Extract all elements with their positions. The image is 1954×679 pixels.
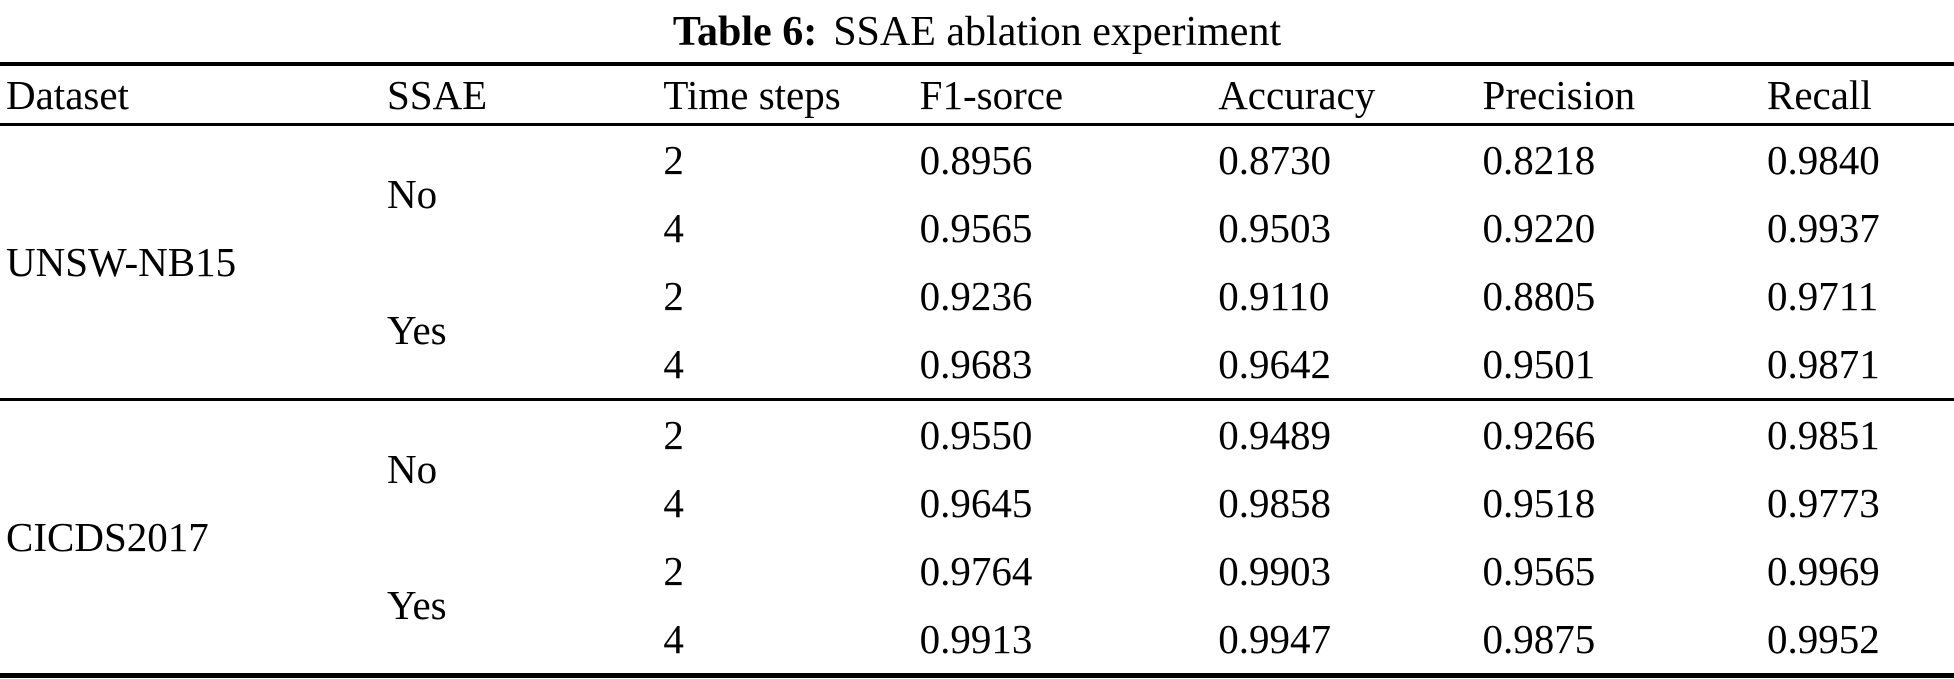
cell-time-steps: 2 <box>663 412 684 458</box>
table-row: UNSW-NB15 No 2 0.8956 0.8730 0.8218 0.98… <box>0 125 1954 285</box>
table-row: CICDS2017 No 2 0.9550 0.9489 0.9266 0.98… <box>0 400 1954 560</box>
cell-recall: 0.9937 <box>1766 205 1880 251</box>
ssae-label: Yes <box>386 582 447 628</box>
cell-f1: 0.9913 <box>919 616 1033 662</box>
cell-recall: 0.9952 <box>1766 616 1880 662</box>
cell-time-steps: 2 <box>663 548 684 594</box>
cell-time-steps: 2 <box>663 137 684 183</box>
cell-precision: 0.9565 <box>1482 548 1596 594</box>
col-header-time-steps: Time steps <box>663 71 841 118</box>
table-row: 4 0.9565 0.9503 0.9220 0.9937 <box>0 194 1954 262</box>
cell-precision: 0.8218 <box>1482 137 1596 183</box>
cell-time-steps: 4 <box>663 205 684 251</box>
cell-recall: 0.9969 <box>1766 548 1880 594</box>
col-header-precision: Precision <box>1482 71 1636 118</box>
cell-precision: 0.8805 <box>1482 273 1596 319</box>
cell-recall: 0.9871 <box>1766 341 1880 387</box>
cell-accuracy: 0.9642 <box>1218 341 1331 387</box>
table-row: Yes 2 0.9236 0.9110 0.8805 0.9711 <box>0 262 1954 353</box>
table-caption: Table 6: SSAE ablation experiment <box>0 0 1954 62</box>
table-caption-text: SSAE ablation experiment <box>833 9 1282 55</box>
ssae-ablation-table: Dataset SSAE Time steps F1-sorce Accurac… <box>0 62 1954 678</box>
cell-accuracy: 0.9947 <box>1218 616 1331 662</box>
col-header-dataset: Dataset <box>6 71 129 118</box>
cell-recall: 0.9773 <box>1766 480 1880 526</box>
cell-precision: 0.9266 <box>1482 412 1596 458</box>
group-cicds2017: CICDS2017 No 2 0.9550 0.9489 0.9266 0.98… <box>0 400 1954 676</box>
cell-f1: 0.8956 <box>919 137 1033 183</box>
table-header: Dataset SSAE Time steps F1-sorce Accurac… <box>0 64 1954 125</box>
cell-precision: 0.9220 <box>1482 205 1596 251</box>
ssae-label: Yes <box>386 307 447 353</box>
cell-precision: 0.9501 <box>1482 341 1596 387</box>
cell-accuracy: 0.9503 <box>1218 205 1331 251</box>
cell-f1: 0.9550 <box>919 412 1033 458</box>
cell-accuracy: 0.9110 <box>1218 273 1330 319</box>
dataset-label: UNSW-NB15 <box>6 239 237 285</box>
cell-recall: 0.9851 <box>1766 412 1880 458</box>
table-row: 4 0.9913 0.9947 0.9875 0.9952 <box>0 605 1954 676</box>
col-header-recall: Recall <box>1766 71 1872 118</box>
cell-accuracy: 0.9489 <box>1218 412 1331 458</box>
cell-precision: 0.9875 <box>1482 616 1596 662</box>
table-row: 4 0.9645 0.9858 0.9518 0.9773 <box>0 469 1954 537</box>
cell-time-steps: 2 <box>663 273 684 319</box>
cell-f1: 0.9645 <box>919 480 1033 526</box>
col-header-ssae: SSAE <box>386 71 488 118</box>
table-caption-label: Table 6: <box>672 9 818 55</box>
group-unsw-nb15: UNSW-NB15 No 2 0.8956 0.8730 0.8218 0.98… <box>0 125 1954 400</box>
cell-recall: 0.9711 <box>1766 273 1879 319</box>
cell-time-steps: 4 <box>663 616 684 662</box>
cell-time-steps: 4 <box>663 341 684 387</box>
cell-f1: 0.9565 <box>919 205 1033 251</box>
ssae-label: No <box>386 171 438 217</box>
cell-accuracy: 0.9903 <box>1218 548 1331 594</box>
cell-precision: 0.9518 <box>1482 480 1596 526</box>
cell-f1: 0.9764 <box>919 548 1033 594</box>
cell-accuracy: 0.8730 <box>1218 137 1331 183</box>
cell-recall: 0.9840 <box>1766 137 1880 183</box>
table-row: Yes 2 0.9764 0.9903 0.9565 0.9969 <box>0 537 1954 628</box>
header-row: Dataset SSAE Time steps F1-sorce Accurac… <box>0 64 1954 125</box>
cell-time-steps: 4 <box>663 480 684 526</box>
ssae-label: No <box>386 446 438 492</box>
col-header-f1-sorce: F1-sorce <box>919 71 1064 118</box>
cell-accuracy: 0.9858 <box>1218 480 1331 526</box>
col-header-accuracy: Accuracy <box>1218 71 1376 118</box>
table-row: 4 0.9683 0.9642 0.9501 0.9871 <box>0 330 1954 400</box>
cell-f1: 0.9683 <box>919 341 1033 387</box>
dataset-label: CICDS2017 <box>6 514 209 560</box>
cell-f1: 0.9236 <box>919 273 1033 319</box>
